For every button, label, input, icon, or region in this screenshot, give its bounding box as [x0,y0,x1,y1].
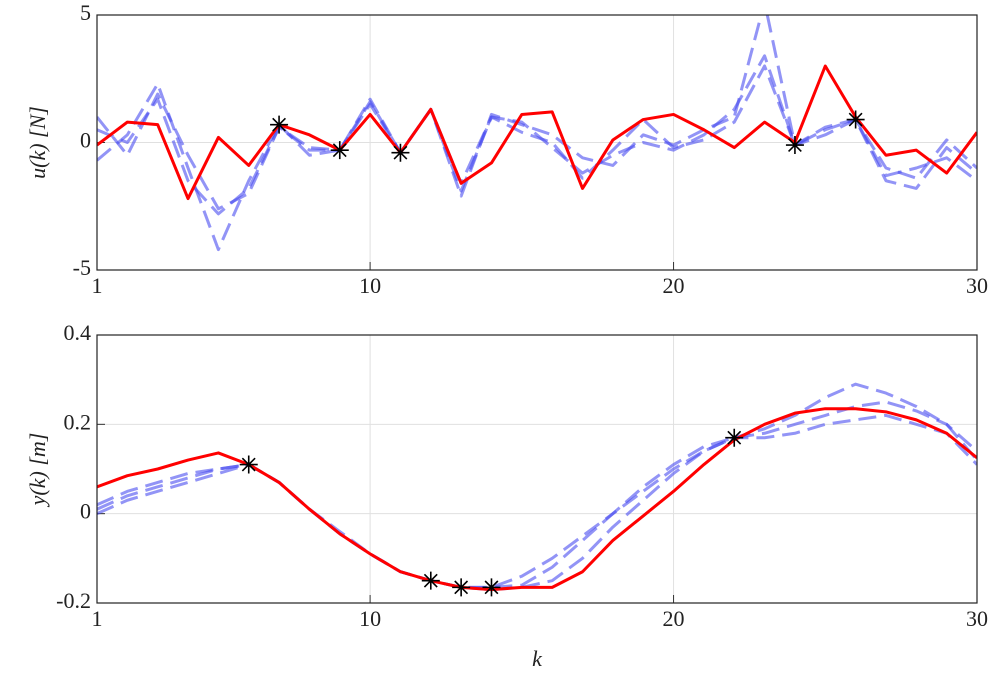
y-tick-label: 0 [80,499,91,524]
axes-frame [96,334,978,604]
x-tick-label: 30 [966,606,988,631]
axes-frame [96,14,978,271]
y-tick-label: 0.4 [64,320,92,345]
marker [785,136,804,155]
data-line [97,64,977,201]
y-tick-label: 5 [80,0,91,25]
x-tick-label: 30 [966,273,988,298]
x-tick-label: 1 [92,606,103,631]
marker [270,115,289,134]
x-tick-label: 1 [92,273,103,298]
y-tick-label: 0.2 [64,409,92,434]
data-line [97,382,977,589]
data-line [97,15,977,252]
x-tick-label: 20 [663,606,685,631]
marker [452,578,471,597]
data-line [97,54,977,211]
y-tick-label: -0.2 [56,588,91,613]
marker [846,110,865,129]
x-tick-label: 10 [359,606,381,631]
x-tick-label: 10 [359,273,381,298]
x-axis-label: k [532,646,543,671]
marker [482,578,501,597]
y-axis-label: u(k) [N] [25,106,50,179]
x-tick-label: 20 [663,273,685,298]
marker [725,428,744,447]
plot-area [97,382,977,592]
y-tick-label: -5 [73,255,91,280]
y-axis-label: y(k) [m] [25,433,50,508]
y-tick-label: 0 [80,128,91,153]
data-line [97,64,977,216]
plot-area [97,15,977,252]
data-line [97,407,977,592]
marker [391,143,410,162]
marker [330,141,349,160]
data-line [97,400,977,589]
marker [239,455,258,474]
marker [421,571,440,590]
data-line [97,413,977,592]
